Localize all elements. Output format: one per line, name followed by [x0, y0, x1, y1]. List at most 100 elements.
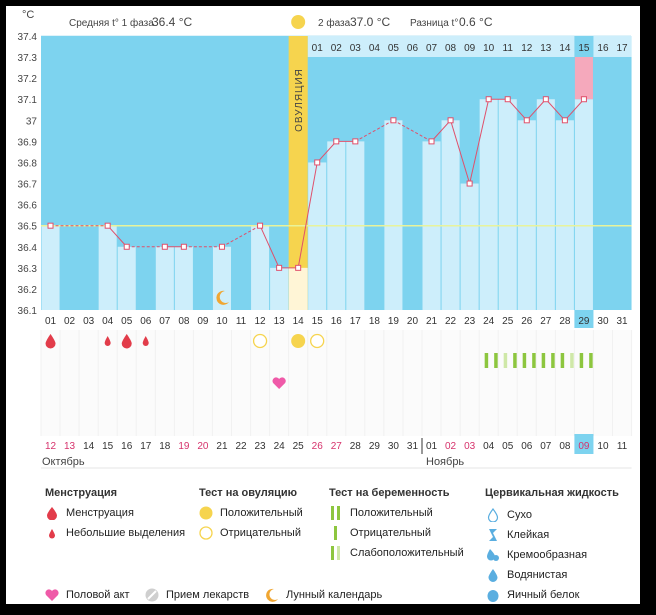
temp-line-segment	[297, 162, 318, 268]
pregnancy-test-bar	[541, 353, 546, 368]
heart-icon	[44, 588, 60, 602]
phase2-day-highlight	[574, 36, 594, 57]
temp-point	[218, 243, 225, 250]
double-bar-icon	[328, 506, 344, 520]
temp-point	[504, 96, 511, 103]
legend-menstruation-title: Менструация	[45, 487, 118, 499]
y-tick-label: 36.1	[18, 306, 38, 317]
legend-pregnancy-negative-label: Отрицательный	[350, 527, 431, 539]
y-tick-label: 37.4	[18, 32, 38, 43]
calendar-date-label: 21	[216, 441, 228, 452]
y-tick-label: 36.3	[18, 264, 38, 275]
y-tick-label: 36.5	[18, 222, 38, 233]
calendar-date-label: 24	[274, 441, 286, 452]
temp-bar	[251, 225, 270, 310]
calendar-date-label: 16	[121, 441, 133, 452]
header-band	[41, 7, 631, 36]
temp-line-segment	[469, 99, 490, 184]
temp-point	[466, 180, 473, 187]
menstruation-drop	[45, 334, 56, 349]
temp-point	[314, 159, 321, 166]
pregnancy-test-bar	[513, 353, 517, 368]
pill-icon	[144, 588, 160, 602]
calendar-date-label: 10	[597, 441, 609, 452]
legend-lunar: Лунный календарь	[264, 588, 382, 602]
temp-point	[180, 243, 187, 250]
month-label-october: Октябрь	[42, 456, 85, 468]
ovulation-label: ОВУЛЯЦИЯ	[294, 68, 305, 132]
legend-ovulation-negative-label: Отрицательный	[220, 527, 301, 539]
temp-line-segment	[221, 225, 261, 248]
current-day-marker	[574, 57, 593, 100]
temp-bar	[41, 225, 60, 310]
phase2-day-label: 14	[559, 43, 571, 54]
lunar-moon-icon	[216, 290, 229, 305]
menstruation-drop	[121, 334, 132, 349]
cycle-day-label: 16	[331, 316, 343, 327]
legend-cervical-creamy-label: Кремообразная	[507, 549, 588, 561]
temp-line-segment	[545, 98, 566, 121]
legend-menstruation: Менструация	[44, 506, 134, 521]
cycle-day-label: 24	[483, 316, 495, 327]
calendar-date-label: 30	[388, 441, 400, 452]
y-unit-label: °C	[22, 9, 34, 21]
legend-light-discharge: Небольшие выделения	[44, 526, 185, 540]
pregnancy-test-bar	[503, 353, 508, 368]
phase2-value: 37.0 °C	[350, 15, 390, 29]
calendar-current-highlight	[574, 434, 594, 454]
temp-point	[485, 96, 492, 103]
y-tick-label: 37.3	[18, 53, 38, 64]
legend-ovulation-positive: Положительный	[198, 506, 303, 520]
legend-cervical-sticky-label: Клейкая	[507, 529, 550, 541]
temp-point	[161, 243, 168, 250]
legend-cervical-title: Цервикальная жидкость	[485, 487, 619, 499]
cycle-day-label: 28	[559, 316, 571, 327]
temp-point	[123, 243, 130, 250]
phase2-label: 2 фаза	[318, 17, 351, 29]
calendar-date-label: 26	[312, 441, 324, 452]
single-bar-icon	[328, 526, 344, 540]
temp-point	[523, 117, 530, 124]
legend-ovulation-negative: Отрицательный	[198, 526, 301, 540]
legend-pregnancy-negative: Отрицательный	[328, 526, 431, 540]
temp-bar	[460, 183, 479, 310]
cycle-day-label: 10	[216, 316, 228, 327]
temp-point	[276, 264, 283, 271]
temp-bar	[98, 225, 117, 310]
temp-bar	[270, 267, 289, 310]
legend-medication-label: Прием лекарств	[166, 589, 250, 601]
diff-value: 0.6 °C	[459, 15, 493, 29]
drop-icon	[44, 506, 60, 521]
intercourse-heart	[272, 377, 286, 389]
cycle-day-label: 09	[197, 316, 209, 327]
temp-point	[104, 222, 111, 229]
pregnancy-test-bar	[522, 353, 527, 368]
calendar-date-label: 03	[464, 441, 476, 452]
frame-top-border	[0, 0, 656, 6]
calendar-date-label: 06	[521, 441, 533, 452]
pregnancy-test-bar	[494, 353, 498, 368]
y-tick-label: 36.7	[18, 180, 38, 191]
phase2-day-label: 05	[388, 43, 400, 54]
calendar-date-label: 07	[540, 441, 552, 452]
cycle-day-label: 04	[102, 316, 114, 327]
y-tick-label: 36.2	[18, 285, 38, 296]
calendar-date-label: 01	[426, 441, 438, 452]
temp-point	[333, 138, 340, 145]
legend-ovulation-test-title: Тест на овуляцию	[199, 487, 298, 499]
y-tick-label: 36.4	[18, 243, 38, 254]
calendar-date-label: 08	[559, 441, 571, 452]
temp-point	[561, 117, 568, 124]
calendar-date-label: 31	[407, 441, 419, 452]
calendar-date-label: 22	[235, 441, 247, 452]
cycle-day-label: 07	[159, 316, 171, 327]
y-tick-label: 36.6	[18, 201, 38, 212]
legend-cervical-egg-white: Яичный белок	[485, 588, 579, 602]
month-label-november: Ноябрь	[426, 456, 465, 468]
current-day-axis-highlight	[574, 310, 594, 328]
cycle-day-label: 25	[502, 316, 514, 327]
legend-pregnancy-weak-label: Слабоположительный	[350, 547, 464, 559]
legend-cervical-sticky: Клейкая	[485, 528, 549, 542]
calendar-date-label: 28	[350, 441, 362, 452]
legend-cervical-creamy: Кремообразная	[485, 548, 587, 562]
